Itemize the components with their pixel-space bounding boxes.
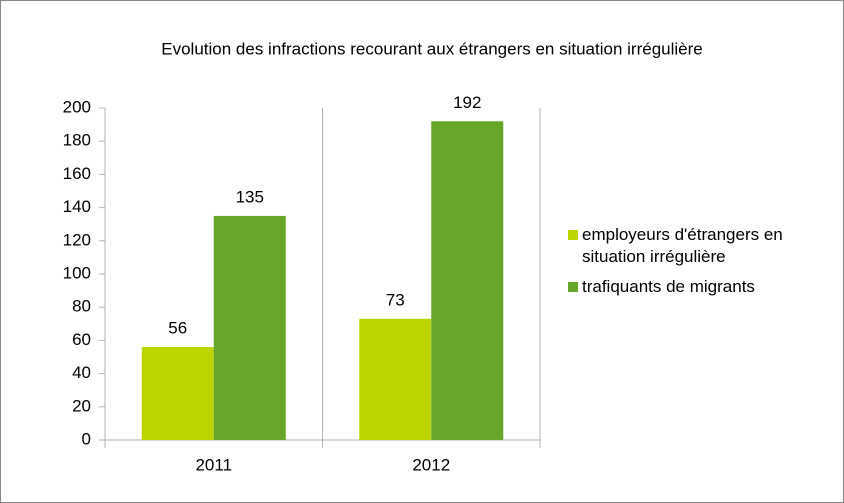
- y-tick-label: 100: [63, 263, 91, 282]
- y-tick-label: 20: [72, 396, 91, 415]
- data-label: 192: [453, 93, 481, 112]
- legend-swatch: [568, 230, 578, 240]
- y-tick-label: 120: [63, 230, 91, 249]
- y-tick-label: 180: [63, 131, 91, 150]
- y-tick-label: 140: [63, 197, 91, 216]
- y-tick-label: 200: [63, 97, 91, 116]
- bar: [359, 318, 432, 440]
- bar: [141, 347, 214, 440]
- y-tick-label: 160: [63, 164, 91, 183]
- legend-item: trafiquants de migrants: [568, 276, 832, 298]
- bar: [213, 215, 286, 440]
- x-tick-label: 2012: [412, 455, 450, 474]
- legend-swatch: [568, 282, 578, 292]
- y-tick-label: 40: [72, 363, 91, 382]
- data-label: 56: [168, 319, 187, 338]
- bar: [431, 121, 504, 440]
- legend-label: trafiquants de migrants: [582, 277, 755, 296]
- y-tick-label: 80: [72, 297, 91, 316]
- data-label: 135: [236, 187, 264, 206]
- y-tick-label: 60: [72, 330, 91, 349]
- legend-item: employeurs d'étrangers en situation irré…: [568, 224, 832, 268]
- x-tick-label: 2011: [195, 455, 232, 474]
- legend-label: employeurs d'étrangers en situation irré…: [582, 225, 783, 266]
- y-tick-label: 0: [82, 429, 91, 448]
- data-label: 73: [386, 290, 405, 309]
- chart-title: Evolution des infractions recourant aux …: [161, 39, 702, 58]
